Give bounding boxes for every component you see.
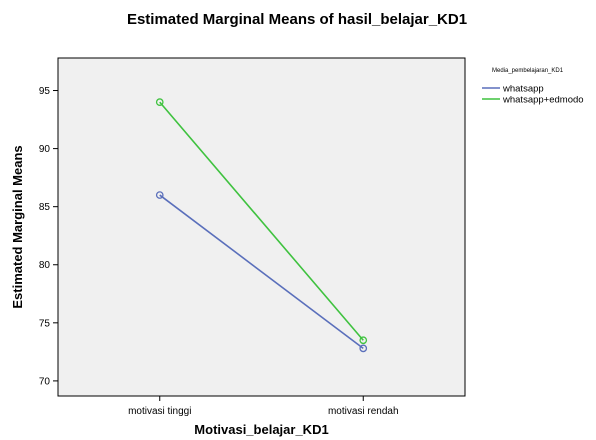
- data-point: [359, 336, 368, 345]
- series-1: [155, 98, 368, 345]
- y-tick-label: 70: [39, 376, 51, 387]
- series-0: [155, 191, 368, 353]
- y-tick-label: 85: [39, 202, 51, 213]
- y-axis-label: Estimated Marginal Means: [10, 145, 25, 308]
- series-line: [159, 194, 364, 350]
- data-point: [359, 344, 368, 353]
- chart-title: Estimated Marginal Means of hasil_belaja…: [127, 11, 467, 28]
- x-axis-label: Motivasi_belajar_KD1: [194, 422, 328, 437]
- x-tick-label: motivasi tinggi: [128, 406, 191, 417]
- legend: Media_pembelajaran_KD1 whatsappwhatsapp+…: [482, 68, 584, 105]
- y-tick-label: 75: [39, 318, 51, 329]
- legend-label: whatsapp: [502, 83, 544, 94]
- y-tick-label: 90: [39, 144, 51, 155]
- plot-area: [57, 57, 466, 397]
- y-tick-label: 95: [39, 86, 51, 97]
- x-tick-label: motivasi rendah: [328, 406, 399, 417]
- legend-label: whatsapp+edmodo: [502, 94, 584, 105]
- data-point: [155, 191, 164, 199]
- x-axis: motivasi tinggi motivasi rendah: [128, 396, 399, 417]
- y-tick-label: 80: [39, 260, 51, 271]
- series-layer: [155, 98, 368, 353]
- y-axis: 70 75 80 85 90 95: [39, 86, 58, 387]
- legend-title: Media_pembelajaran_KD1: [492, 68, 564, 74]
- series-line: [159, 101, 364, 341]
- data-point: [155, 98, 164, 106]
